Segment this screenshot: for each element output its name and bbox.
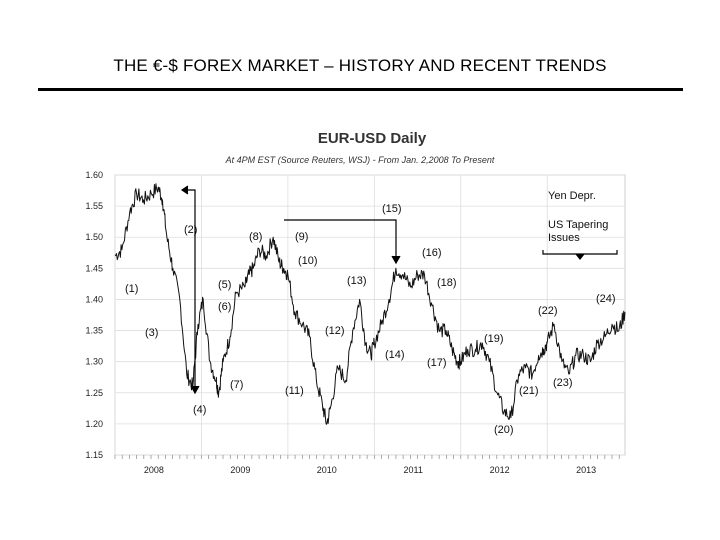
chart-title: EUR-USD Daily: [318, 130, 427, 147]
annotation-7: (7): [230, 379, 243, 391]
annotation-brackets: [180, 185, 618, 395]
annotation-11: (11): [285, 385, 304, 397]
annotation-18: (18): [437, 277, 457, 289]
series-layer: [114, 183, 626, 425]
annotation-yen-depreciation: Yen Depr.: [548, 190, 596, 202]
x-tick-label: 2008: [144, 465, 164, 475]
annotation-3: (3): [145, 327, 158, 339]
x-tick-label: 2011: [404, 465, 423, 475]
y-tick-label: 1.55: [85, 201, 103, 211]
annotation-20: (20): [494, 424, 514, 436]
y-tick-label: 1.45: [85, 263, 103, 273]
annotation-17: (17): [427, 357, 447, 369]
annotation-15: (15): [382, 203, 402, 215]
x-tick-label: 2013: [576, 465, 596, 475]
annotation-12: (12): [325, 325, 345, 337]
bracket-15: [284, 219, 397, 262]
annotation-23: (23): [553, 377, 573, 389]
bracket-us-tapering-tick: [575, 253, 585, 260]
annotation-8: (8): [249, 231, 262, 243]
x-axis: 2008 2009 2010 2011 2012 2013: [114, 455, 620, 475]
annotation-16: (16): [422, 247, 442, 259]
bracket-15-arrowhead: [391, 255, 401, 265]
y-tick-label: 1.15: [85, 450, 103, 460]
annotation-6: (6): [218, 301, 231, 313]
annotation-13: (13): [347, 275, 367, 287]
x-tick-label: 2009: [230, 465, 250, 475]
annotation-2: (2): [184, 224, 197, 236]
y-tick-label: 1.30: [85, 357, 103, 367]
annotation-24: (24): [596, 293, 616, 305]
y-tick-label: 1.20: [85, 419, 103, 429]
annotation-1: (1): [125, 283, 138, 295]
annotation-10: (10): [298, 255, 318, 267]
x-tick-label: 2012: [490, 465, 510, 475]
y-tick-label: 1.50: [85, 232, 103, 242]
series-line: [114, 183, 626, 425]
title-divider: [38, 88, 683, 91]
x-tick-label: 2010: [317, 465, 337, 475]
annotation-us-tapering-line1: US Tapering: [548, 219, 608, 231]
annotation-21: (21): [519, 385, 539, 397]
grid-layer: [114, 174, 625, 456]
annotation-4: (4): [193, 404, 206, 416]
slide-title: THE €-$ FOREX MARKET – HISTORY AND RECEN…: [113, 56, 607, 75]
y-tick-label: 1.25: [85, 388, 103, 398]
y-tick-label: 1.60: [85, 170, 103, 180]
annotation-us-tapering-line2: Issues: [548, 232, 580, 244]
y-axis: 1.60 1.55 1.50 1.45 1.40 1.35 1.30 1.25 1.20 1.15: [85, 170, 103, 460]
annotation-14: (14): [385, 349, 405, 361]
y-tick-label: 1.40: [85, 294, 103, 304]
annotation-5: (5): [218, 279, 231, 291]
bracket-left-arrowhead: [180, 185, 189, 195]
annotation-9: (9): [295, 231, 308, 243]
y-tick-label: 1.35: [85, 326, 103, 336]
annotation-19: (19): [484, 333, 504, 345]
bracket-left-down-arrowhead: [190, 385, 200, 395]
chart-subtitle: At 4PM EST (Source Reuters, WSJ) - From …: [225, 155, 495, 165]
annotation-22: (22): [538, 305, 558, 317]
